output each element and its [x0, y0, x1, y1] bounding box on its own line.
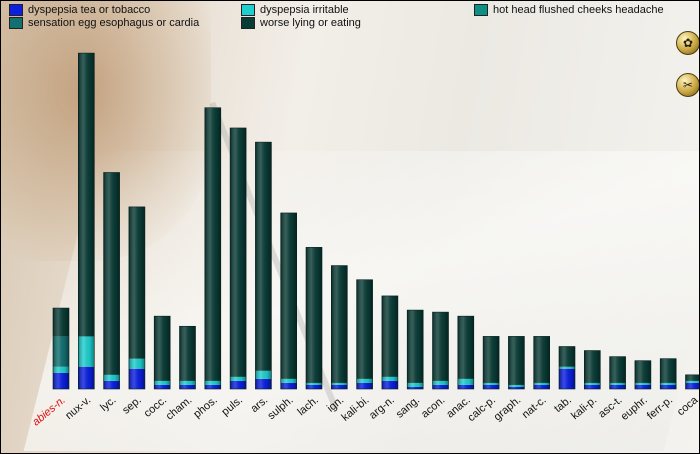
bar-stack[interactable]	[204, 107, 222, 390]
bar-stack[interactable]	[179, 325, 196, 390]
chart-legend: dyspepsia tea or tobacco dyspepsia irrita…	[1, 1, 699, 31]
category-label[interactable]: ferr-p.	[645, 394, 675, 422]
bar-stack[interactable]	[583, 350, 601, 390]
bar-shading	[508, 336, 525, 390]
legend-swatch	[9, 17, 23, 29]
category-label[interactable]: nux-v.	[63, 394, 93, 422]
bar-stack[interactable]	[634, 360, 652, 390]
bar-stack[interactable]	[685, 374, 700, 390]
category-label[interactable]: sang.	[394, 394, 422, 420]
bar-stack[interactable]	[482, 336, 500, 390]
bar-shading	[634, 360, 652, 390]
legend-label: dyspepsia tea or tobacco	[28, 4, 151, 16]
category-label[interactable]: lyc.	[98, 394, 118, 414]
bar-shading	[406, 309, 424, 390]
bar-stack[interactable]	[508, 336, 525, 390]
bar-shading	[153, 315, 171, 390]
legend-label: worse lying or eating	[260, 17, 361, 29]
category-label[interactable]: arg-n.	[367, 394, 397, 422]
bar-stack[interactable]	[558, 346, 576, 390]
category-label[interactable]: cham.	[164, 394, 195, 422]
settings-icon[interactable]: ✿	[676, 31, 699, 55]
bar-shading	[533, 336, 551, 390]
legend-swatch	[9, 4, 23, 16]
bar-shading	[356, 279, 373, 390]
bar-stack[interactable]	[280, 212, 298, 390]
bar-stack[interactable]	[305, 247, 323, 390]
bar-shading	[204, 107, 222, 390]
category-label[interactable]: sep.	[120, 394, 144, 417]
bar-stack[interactable]	[457, 315, 475, 390]
bar-shading	[305, 247, 323, 390]
tool-icon[interactable]: ✂	[676, 73, 699, 97]
bar-shading	[52, 307, 70, 390]
category-label[interactable]: sulph.	[265, 394, 295, 422]
bar-stack[interactable]	[52, 307, 70, 390]
bar-shading	[432, 311, 449, 390]
bar-shading	[179, 325, 196, 390]
legend-item: sensation egg esophagus or cardia	[9, 17, 199, 29]
legend-label: dyspepsia irritable	[260, 4, 349, 16]
bar-shading	[659, 358, 677, 390]
category-label[interactable]: kali-p.	[569, 394, 599, 422]
category-label[interactable]: acon.	[419, 394, 447, 420]
bar-stack[interactable]	[103, 172, 120, 390]
bar-stack[interactable]	[330, 265, 348, 390]
legend-item: dyspepsia tea or tobacco	[9, 4, 150, 16]
bar-shading	[381, 295, 399, 390]
legend-label: sensation egg esophagus or cardia	[28, 17, 200, 29]
bar-shading	[457, 315, 475, 390]
category-label[interactable]: nat-c.	[520, 394, 549, 421]
category-label[interactable]: puls.	[220, 394, 246, 418]
category-label[interactable]: calc-p.	[465, 394, 498, 424]
bar-stack[interactable]	[78, 52, 95, 390]
bar-shading	[255, 141, 272, 390]
legend-swatch	[241, 17, 255, 29]
bar-shading	[583, 350, 601, 390]
category-label[interactable]: abies-n.	[30, 394, 68, 428]
bar-shading	[128, 206, 146, 390]
bar-shading	[280, 212, 298, 390]
legend-item: hot head flushed cheeks headache	[474, 4, 664, 16]
legend-label: hot head flushed cheeks headache	[493, 4, 664, 16]
legend-swatch	[474, 4, 488, 16]
bar-stack[interactable]	[659, 358, 677, 390]
bar-stack[interactable]	[432, 311, 449, 390]
category-label[interactable]: lach.	[295, 394, 321, 418]
bar-stack[interactable]	[128, 206, 146, 390]
bar-shading	[229, 127, 247, 390]
bar-shading	[482, 336, 500, 390]
bar-shading	[103, 172, 120, 390]
bar-shading	[609, 356, 626, 390]
bar-shading	[558, 346, 576, 390]
bar-shading	[330, 265, 348, 390]
bar-stack[interactable]	[153, 315, 171, 390]
bar-stack[interactable]	[533, 336, 551, 390]
category-label[interactable]: kali-bi.	[339, 394, 371, 424]
legend-swatch	[241, 4, 255, 16]
legend-item: worse lying or eating	[241, 17, 361, 29]
category-label[interactable]: graph.	[492, 394, 524, 423]
bar-stack[interactable]	[609, 356, 626, 390]
bar-shading	[78, 52, 95, 390]
bar-stack[interactable]	[255, 141, 272, 390]
bar-stack[interactable]	[406, 309, 424, 390]
bar-stack[interactable]	[356, 279, 373, 390]
category-label[interactable]: coca	[675, 394, 700, 419]
category-label[interactable]: euphr.	[619, 394, 650, 423]
bar-shading	[685, 374, 699, 390]
bar-stack[interactable]	[381, 295, 399, 390]
legend-item: dyspepsia irritable	[241, 4, 349, 16]
bar-stack[interactable]	[229, 127, 247, 390]
category-label[interactable]: phos.	[191, 394, 219, 420]
